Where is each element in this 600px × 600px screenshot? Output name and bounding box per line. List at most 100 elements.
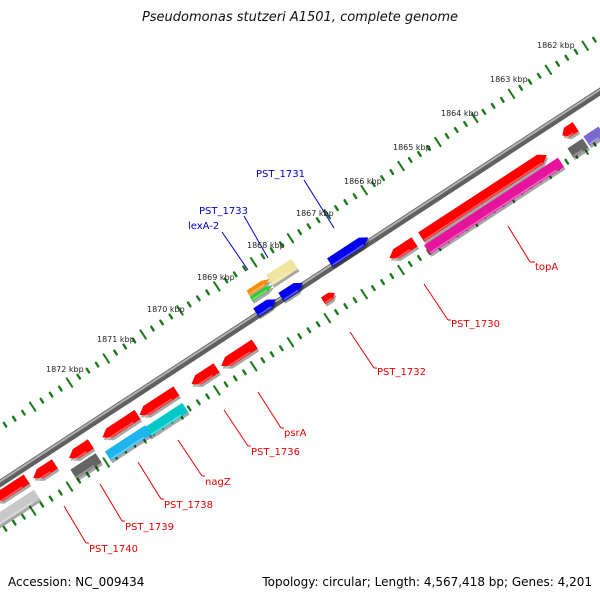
gene-pst1733 — [266, 258, 300, 288]
gene-red-8 — [0, 474, 32, 504]
gene-nagz — [143, 402, 190, 440]
outer-tick — [85, 367, 91, 374]
outer-tick — [76, 373, 82, 380]
outer-tick — [463, 120, 468, 127]
outer-tick — [507, 88, 516, 100]
inner-tick — [76, 477, 82, 484]
gene-red-2 — [221, 339, 260, 370]
gene-label: PST_1731 — [256, 169, 305, 180]
inner-tick — [397, 264, 405, 276]
inner-tick — [306, 327, 312, 334]
outer-tick — [334, 205, 339, 212]
leader-line — [221, 231, 249, 271]
gene-small-blue-1 — [253, 299, 278, 320]
outer-tick — [389, 169, 395, 176]
gene-red-9 — [562, 122, 581, 140]
outer-tick-track — [2, 36, 597, 428]
outer-tick — [94, 361, 100, 368]
outer-tick — [269, 247, 275, 254]
outer-tick — [544, 64, 553, 75]
scale-label: 1867 kbp — [296, 209, 334, 218]
gene-labels: PST_1731 PST_1733 lexA-2 topA PST_1730 PST_17… — [89, 169, 558, 555]
scale-label: 1862 kbp — [537, 41, 575, 50]
inner-tick — [323, 312, 332, 324]
gene-label: PST_1732 — [377, 367, 426, 378]
outer-tick — [481, 108, 487, 115]
outer-tick — [242, 265, 247, 272]
outer-tick — [57, 385, 63, 392]
inner-tick — [196, 399, 201, 406]
inner-tick — [352, 297, 358, 304]
gene-label: PST_1740 — [89, 544, 138, 555]
outer-tick — [48, 391, 54, 398]
outer-tick — [592, 36, 597, 43]
inner-tick — [213, 385, 221, 396]
inner-tick — [28, 505, 37, 516]
outer-tick — [21, 409, 26, 416]
leader-line — [137, 461, 162, 500]
outer-tick — [176, 305, 184, 316]
inner-tick — [417, 254, 422, 262]
outer-tick — [102, 353, 111, 364]
scale-label: 1864 kbp — [441, 109, 479, 118]
leader-line — [177, 439, 203, 477]
outer-tick — [65, 377, 74, 388]
inner-tick — [94, 465, 100, 472]
inner-tick — [564, 158, 570, 165]
gene-pst1731 — [327, 237, 370, 270]
inner-tick — [360, 288, 368, 300]
outer-tick — [573, 48, 579, 55]
gene-pst1732 — [320, 292, 337, 307]
gene-pst1739 — [70, 453, 104, 482]
inner-tick — [48, 495, 54, 502]
gene-label: psrA — [284, 428, 307, 439]
scale-labels: 1862 kbp 1863 kbp 1864 kbp 1865 kbp 1866 kbp… — [46, 41, 575, 374]
inner-tick — [269, 351, 275, 358]
gene-label: PST_1739 — [125, 522, 174, 533]
outer-tick — [323, 208, 332, 220]
inner-tick-track — [2, 140, 597, 532]
outer-tick — [260, 253, 266, 260]
outer-tick — [232, 271, 238, 278]
inner-tick — [370, 285, 376, 292]
genome-summary-text: Topology: circular; Length: 4,567,418 bp… — [262, 575, 592, 589]
gene-label: nagZ — [205, 477, 231, 488]
gene-label: PST_1733 — [199, 206, 248, 217]
outer-tick — [39, 397, 45, 404]
outer-tick — [315, 217, 321, 224]
outer-tick — [205, 289, 211, 296]
leader-line — [99, 483, 123, 522]
outer-tick — [499, 96, 505, 103]
inner-tick — [85, 471, 91, 478]
gene-lexa2-b — [249, 284, 275, 304]
outer-tick — [536, 72, 542, 79]
gene-pst1738 — [104, 425, 153, 464]
leader-line — [243, 215, 269, 259]
outer-tick — [453, 126, 459, 133]
scale-label: 1863 kbp — [490, 75, 528, 84]
inner-tick — [260, 357, 266, 364]
scale-label: 1868 kbp — [247, 241, 285, 250]
inner-tick — [39, 501, 45, 508]
outer-tick — [564, 54, 570, 61]
gene-label: PST_1730 — [451, 319, 500, 330]
outer-tick — [286, 233, 295, 244]
outer-tick — [249, 257, 258, 268]
scale-label: 1872 kbp — [46, 365, 84, 374]
gene-purple — [583, 126, 600, 149]
inner-tick — [186, 405, 192, 412]
gene-label: lexA-2 — [188, 221, 219, 232]
outer-tick — [223, 277, 229, 284]
outer-tick — [196, 295, 201, 302]
gene-pst1730 — [418, 154, 549, 245]
gene-red-3 — [191, 363, 222, 388]
outer-tick — [186, 301, 192, 308]
outer-tick — [297, 229, 303, 236]
gene-red-5 — [102, 409, 143, 442]
outer-tick — [113, 349, 118, 356]
gene-pst1740 — [0, 489, 42, 529]
inner-tick — [2, 525, 8, 532]
leader-line — [349, 331, 375, 369]
gene-red-4 — [139, 386, 181, 419]
inner-tick — [380, 279, 386, 286]
